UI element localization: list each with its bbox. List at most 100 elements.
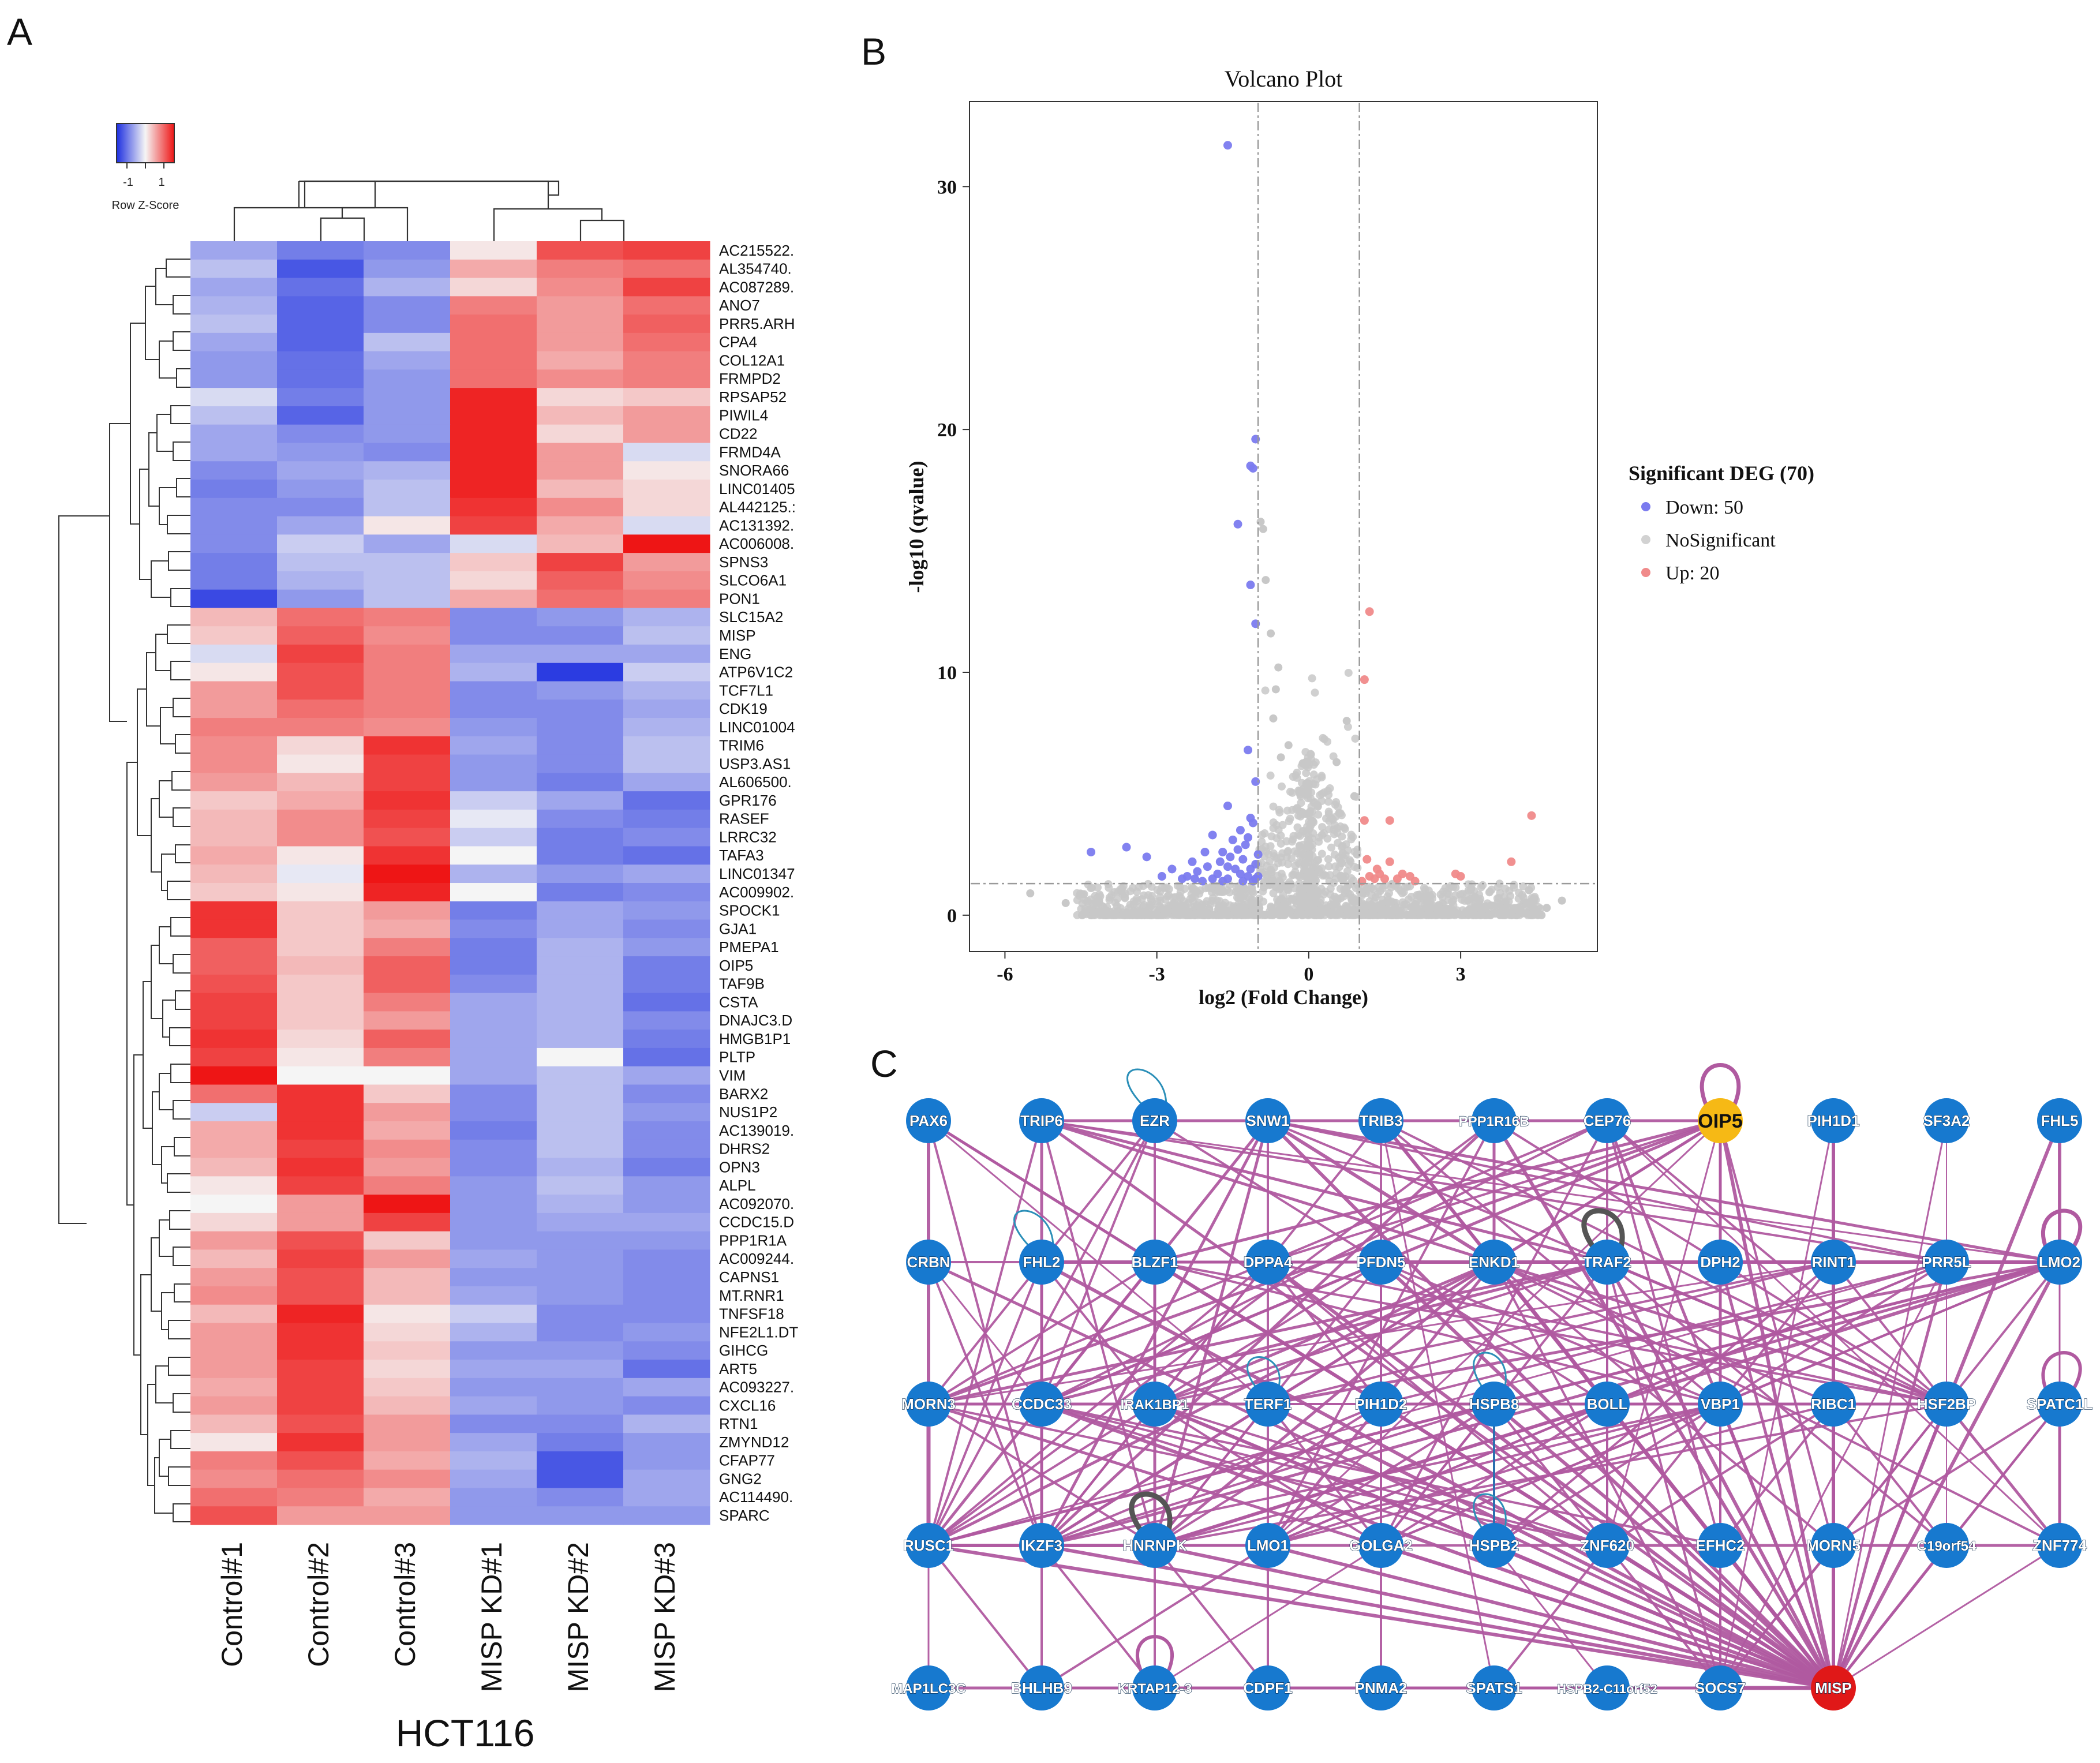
volcano-point-nosignificant: [1267, 629, 1275, 638]
volcano-point-nosignificant: [1305, 777, 1314, 785]
network-node-circle: [1585, 1240, 1630, 1285]
heatmap-row-label: PRR5.ARH: [719, 315, 795, 332]
row-dendrogram: [58, 259, 190, 1522]
volcano-point-nosignificant: [1105, 884, 1113, 892]
network-node-circle: [1698, 1098, 1743, 1143]
network-edge: [1380, 1120, 1495, 1689]
volcano-point-nosignificant: [1297, 909, 1305, 918]
heatmap-title: HCT116: [396, 1712, 535, 1754]
heatmap-cell: [450, 1360, 537, 1379]
heatmap-cell: [364, 864, 451, 884]
volcano-point-nosignificant: [1385, 889, 1394, 897]
heatmap-row-label: COL12A1: [719, 351, 785, 369]
network-node: SOCS7: [1694, 1665, 1746, 1710]
volcano-point-nosignificant: [1199, 911, 1208, 919]
volcano-point: [1244, 746, 1253, 755]
heatmap-cell: [623, 1212, 710, 1232]
volcano-point: [1223, 801, 1232, 810]
heatmap-cell: [537, 424, 624, 444]
heatmap-cell: [623, 1103, 710, 1122]
heatmap-cell: [277, 754, 364, 773]
heatmap-cell: [623, 443, 710, 462]
heatmap-cell: [364, 662, 451, 682]
heatmap-cell: [537, 919, 624, 938]
heatmap-row-label: PON1: [719, 590, 760, 607]
network-node: TRAF2: [1583, 1240, 1631, 1285]
volcano-point-nosignificant: [1311, 758, 1320, 767]
heatmap-cell: [450, 1121, 537, 1140]
volcano-point-nosignificant: [1259, 525, 1267, 533]
heatmap-cell: [277, 1341, 364, 1360]
volcano-point-nosignificant: [1178, 904, 1186, 913]
heatmap-row-label: HMGB1P1: [719, 1030, 791, 1047]
volcano-point-nosignificant: [1364, 882, 1373, 891]
heatmap-cell: [190, 296, 278, 315]
network-node-label: DPH2: [1700, 1253, 1740, 1271]
heatmap-cell: [537, 443, 624, 462]
network-node-label: IKZF3: [1021, 1537, 1062, 1554]
volcano-x-tick-label: -6: [997, 964, 1013, 985]
volcano-point: [1228, 835, 1237, 844]
volcano-point-nosignificant: [1339, 892, 1348, 901]
volcano-point-nosignificant: [1448, 882, 1457, 891]
volcano-point: [1236, 826, 1245, 835]
network-edge: [927, 1120, 1156, 1263]
volcano-point-nosignificant: [1311, 688, 1319, 697]
volcano-point-nosignificant: [1522, 899, 1530, 907]
volcano-point-nosignificant: [1076, 889, 1085, 898]
volcano-point: [1360, 816, 1369, 825]
heatmap-row-label: MT.RNR1: [719, 1287, 784, 1304]
heatmap-cell: [450, 351, 537, 370]
volcano-point-nosignificant: [1235, 904, 1244, 913]
network-node-label: BLZF1: [1132, 1253, 1178, 1271]
network-node: RUSC1: [903, 1523, 954, 1568]
volcano-point-nosignificant: [1267, 911, 1275, 919]
volcano-point-nosignificant: [1504, 897, 1513, 906]
heatmap-cell: [623, 1488, 710, 1507]
volcano-point-nosignificant: [1300, 784, 1308, 793]
network-node-circle: [1924, 1240, 1969, 1285]
volcano-point-nosignificant: [1266, 880, 1275, 889]
volcano-point: [1157, 872, 1166, 881]
volcano-point-nosignificant: [1308, 900, 1317, 909]
volcano-point-nosignificant: [1444, 905, 1453, 914]
network-self-loop: [2041, 1351, 2082, 1391]
volcano-point-nosignificant: [1328, 901, 1337, 909]
heatmap-cell: [190, 1158, 278, 1177]
volcano-threshold-lines: [971, 103, 1596, 950]
network-node-circle: [1019, 1523, 1064, 1568]
heatmap-cell: [537, 1488, 624, 1507]
volcano-point: [1190, 874, 1199, 884]
heatmap-cell: [364, 424, 451, 444]
heatmap-cell: [364, 919, 451, 938]
volcano-point-nosignificant: [1269, 714, 1278, 723]
network-node-circle: [1811, 1665, 1856, 1710]
heatmap-cell: [450, 1212, 537, 1232]
heatmap-cell: [190, 443, 278, 462]
heatmap-cell: [277, 1084, 364, 1103]
heatmap-cell: [537, 773, 624, 792]
network-self-loop: [1473, 1352, 1507, 1390]
heatmap-cell: [623, 993, 710, 1012]
network-node: IKZF3: [1019, 1523, 1064, 1568]
network-node-circle: [906, 1240, 951, 1285]
heatmap-cell: [450, 278, 537, 297]
network-node: MORN5: [1806, 1523, 1861, 1568]
volcano-point-nosignificant: [1303, 875, 1312, 884]
volcano-point: [1215, 857, 1225, 866]
heatmap-cell: [190, 883, 278, 902]
volcano-point: [1226, 852, 1235, 862]
heatmap-cell: [450, 516, 537, 535]
heatmap-cell: [623, 388, 710, 407]
heatmap-cell: [450, 259, 537, 279]
volcano-point-nosignificant: [1298, 884, 1307, 892]
heatmap-cell: [450, 1451, 537, 1470]
heatmap-cell: [277, 315, 364, 334]
volcano-point-nosignificant: [1275, 808, 1284, 817]
heatmap-cell: [450, 1047, 537, 1067]
volcano-point-nosignificant: [1344, 668, 1353, 677]
volcano-point-nosignificant: [1218, 888, 1227, 896]
volcano-point-nosignificant: [1443, 889, 1451, 898]
heatmap-cell: [190, 1360, 278, 1379]
volcano-point-nosignificant: [1298, 848, 1307, 857]
